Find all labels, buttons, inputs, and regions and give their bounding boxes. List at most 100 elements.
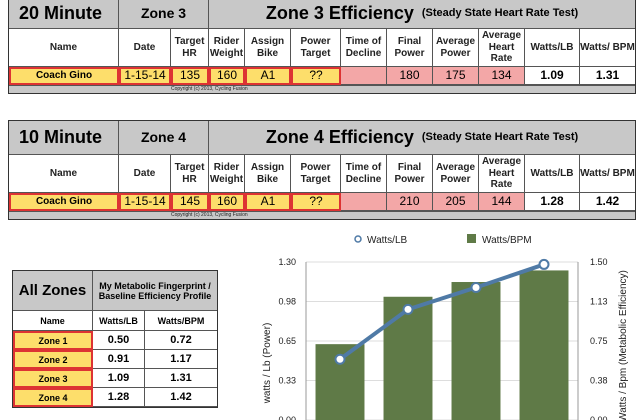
cell-name[interactable]: Coach Gino [9,193,119,211]
bar-zone-4 [519,270,569,420]
point-zone-1 [334,353,346,365]
cell-target-hr[interactable]: 135 [171,67,209,85]
list-item: Zone 3 1.09 1.31 [13,369,217,388]
list-item: Zone 2 0.91 1.17 [13,350,217,369]
zone-watts-lb: 1.28 [93,388,145,407]
col-final-power: Final Power [387,155,433,193]
y-tick-right: 1.13 [590,297,608,307]
legend-bar-marker [467,234,476,243]
table-header: 20 Minute Zone 3 Zone 3 Efficiency (Stea… [9,0,635,29]
copyright-text: Copyright (c) 2013, Cycling Fusion [171,212,248,218]
list-item: Zone 4 1.28 1.42 [13,388,217,407]
cell-rider-weight[interactable]: 160 [209,67,245,85]
all-zones-subtitle: My Metabolic Fingerprint / Baseline Effi… [93,271,217,311]
col-watts-bpm: Watts/BPM [145,311,217,331]
y-axis-right-label: Watts / Bpm (Metabolic Efficiency) [618,270,629,420]
chart-line [334,258,550,365]
y-tick-right: 1.50 [590,257,608,267]
cell-assign-bike[interactable]: A1 [245,193,291,211]
cell-final-power[interactable]: 210 [387,193,433,211]
col-final-power: Final Power [387,29,433,67]
copyright-text: Copyright (c) 2013, Cycling Fusion [171,86,248,92]
table-row: Coach Gino 1-15-14 145 160 A1 ?? 210 205… [9,193,635,211]
chart-legend: Watts/LB Watts/BPM [354,234,532,246]
table-footer: Copyright (c) 2013, Cycling Fusion [9,211,635,219]
cell-power-target[interactable]: ?? [291,193,341,211]
cell-average-hr[interactable]: 134 [479,67,525,85]
cell-power-target[interactable]: ?? [291,67,341,85]
cell-date[interactable]: 1-15-14 [119,67,171,85]
column-headers: Name Date Target HR Rider Weight Assign … [9,155,635,193]
col-name: Name [9,29,119,67]
col-watts-lb: Watts/LB [93,311,145,331]
zone-label: Zone 4 [13,388,93,407]
col-date: Date [119,155,171,193]
all-zones-title: All Zones [13,271,93,311]
col-time-of-decline: Time of Decline [341,29,387,67]
cell-final-power[interactable]: 180 [387,67,433,85]
table-duration: 10 Minute [9,121,119,155]
y-axis-right: 0.00 0.38 0.75 1.13 1.50 [590,257,608,420]
col-watts-bpm: Watts/ BPM [580,155,635,193]
efficiency-chart: Watts/LB Watts/BPM 0.00 0.33 0.65 0.98 1.30 0… [262,234,629,420]
point-zone-3 [470,282,482,294]
cell-watts-bpm: 1.42 [580,193,635,211]
col-rider-weight: Rider Weight [209,29,245,67]
cell-rider-weight[interactable]: 160 [209,193,245,211]
all-zones-table: All Zones My Metabolic Fingerprint / Bas… [12,270,218,408]
y-tick-left: 0.65 [278,336,296,346]
zone-watts-lb: 0.91 [93,350,145,369]
col-date: Date [119,29,171,67]
table-zone: Zone 4 [119,121,209,155]
col-watts-lb: Watts/LB [525,155,580,193]
zone-watts-lb: 0.50 [93,331,145,350]
col-name: Name [13,311,93,331]
cell-watts-lb: 1.28 [525,193,580,211]
col-assign-bike: Assign Bike [245,29,291,67]
bar-zone-2 [383,296,433,420]
table-heading: Zone 4 Efficiency (Steady State Heart Ra… [209,121,635,155]
cell-time-of-decline[interactable] [341,67,387,85]
cell-assign-bike[interactable]: A1 [245,67,291,85]
table-row: Coach Gino 1-15-14 135 160 A1 ?? 180 175… [9,67,635,85]
col-average-hr: Average Heart Rate [479,29,525,67]
cell-watts-lb: 1.09 [525,67,580,85]
y-axis-left-label: watts / Lb (Power) [262,323,273,405]
point-zone-2 [402,303,414,315]
cell-watts-bpm: 1.31 [580,67,635,85]
cell-average-hr[interactable]: 144 [479,193,525,211]
y-tick-left: 0.33 [278,376,296,386]
col-assign-bike: Assign Bike [245,155,291,193]
col-time-of-decline: Time of Decline [341,155,387,193]
cell-average-power[interactable]: 175 [433,67,479,85]
zone-label: Zone 3 [13,369,93,388]
chart-bars [315,270,569,420]
heading-title: Zone 3 Efficiency [265,3,414,24]
col-watts-lb: Watts/LB [525,29,580,67]
cell-date[interactable]: 1-15-14 [119,193,171,211]
list-item: Zone 1 0.50 0.72 [13,331,217,350]
heading-subtitle: (Steady State Heart Rate Test) [421,131,579,144]
point-zone-4 [538,258,550,270]
cell-time-of-decline[interactable] [341,193,387,211]
zone-watts-bpm: 0.72 [145,331,217,350]
zone3-table: 20 Minute Zone 3 Zone 3 Efficiency (Stea… [8,0,636,94]
line-watts-lb [338,262,545,361]
cell-target-hr[interactable]: 145 [171,193,209,211]
y-tick-left: 0.00 [278,415,296,420]
cell-name[interactable]: Coach Gino [9,67,119,85]
y-tick-right: 0.00 [590,415,608,420]
all-zones-header: All Zones My Metabolic Fingerprint / Bas… [13,271,217,311]
zone-label: Zone 1 [13,331,93,350]
zone-label: Zone 2 [13,350,93,369]
y-tick-left: 1.30 [278,257,296,267]
table-duration: 20 Minute [9,0,119,29]
zone-watts-bpm: 1.17 [145,350,217,369]
table-heading: Zone 3 Efficiency (Steady State Heart Ra… [209,0,635,29]
y-tick-left: 0.98 [278,297,296,307]
cell-average-power[interactable]: 205 [433,193,479,211]
heading-subtitle: (Steady State Heart Rate Test) [421,7,579,20]
col-watts-bpm: Watts/ BPM [580,29,635,67]
table-zone: Zone 3 [119,0,209,29]
legend-watts-lb: Watts/LB [367,235,408,246]
